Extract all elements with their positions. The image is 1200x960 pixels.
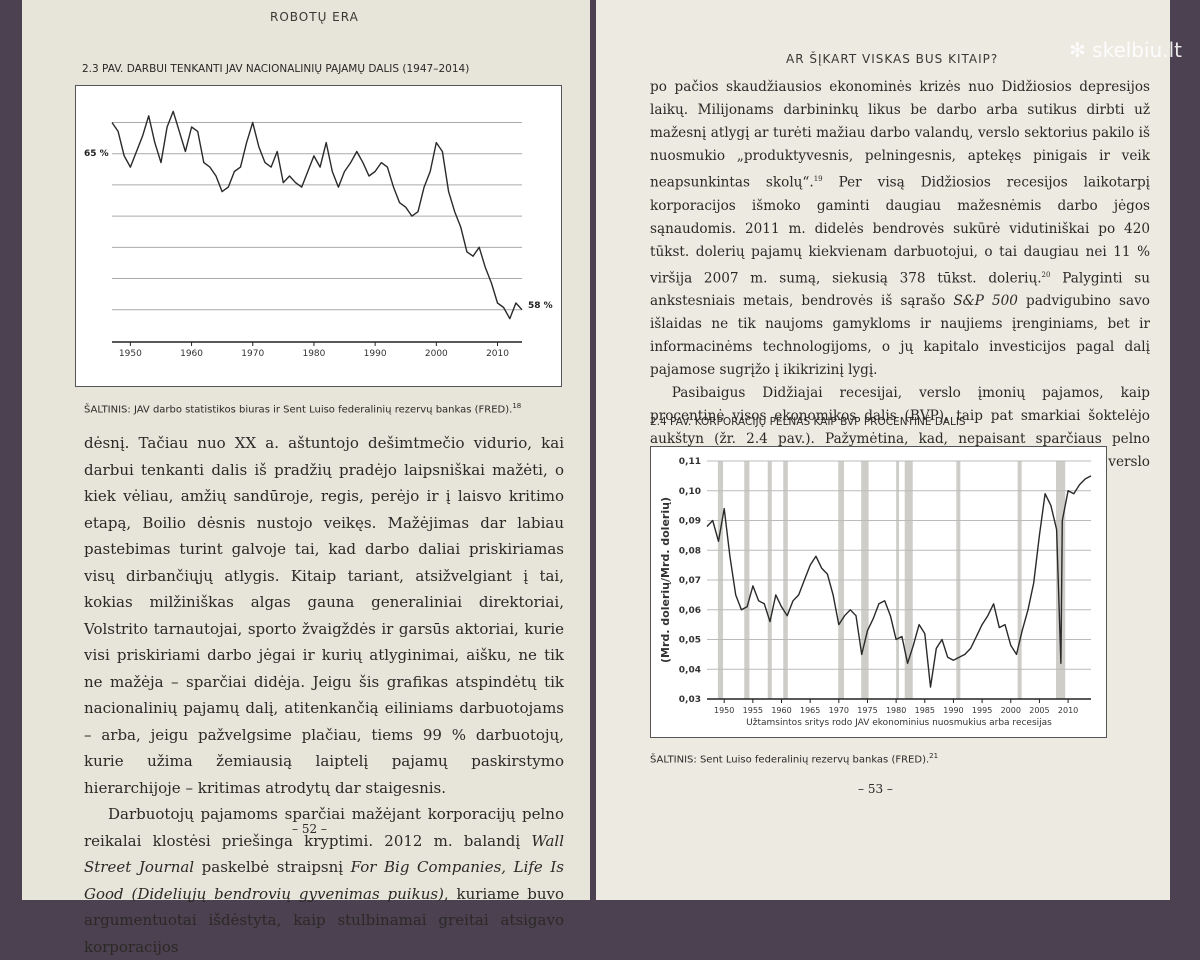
x-tick-label: 1990	[943, 706, 963, 715]
x-axis-label: Užtamsintos sritys rodo JAV ekonominius …	[746, 718, 1052, 728]
x-tick-label: 1985	[915, 706, 935, 715]
paragraph: po pačios skaudžiausios ekonominės krizė…	[650, 76, 1150, 382]
y-tick-label: 0,11	[679, 457, 701, 467]
data-line	[706, 475, 1092, 688]
figure-source: ŠALTINIS: JAV darbo statistikos biuras i…	[84, 402, 521, 415]
figure-source: ŠALTINIS: Sent Luiso federalinių rezervų…	[650, 752, 938, 765]
text: Darbuotojų pajamoms sparčiai mažėjant ko…	[84, 805, 564, 850]
x-tick-label: 1980	[886, 706, 906, 715]
x-tick-label: 2000	[425, 349, 448, 359]
footnote-ref: 19	[813, 175, 823, 183]
x-tick-label: 1955	[743, 706, 763, 715]
y-tick-label: 0,06	[679, 606, 701, 616]
italic-text: Wall Street Journal	[84, 831, 564, 877]
left-page: ROBOTŲ ERA 2.3 PAV. DARBUI TENKANTI JAV …	[22, 0, 590, 956]
footnote-ref: 21	[929, 752, 939, 760]
x-tick-label: 2010	[486, 349, 509, 359]
figure-caption: 2.3 PAV. DARBUI TENKANTI JAV NACIONALINI…	[82, 63, 470, 75]
text: dėsnį. Tačiau nuo XX a. aštuntojo dešimt…	[84, 434, 564, 797]
watermark-text: skelbiu.lt	[1092, 38, 1182, 62]
x-tick-label: 1960	[771, 706, 791, 715]
x-tick-label: 1950	[714, 706, 734, 715]
annotation: 58 %	[528, 301, 553, 311]
text: paskelbė straipsnį	[194, 858, 351, 876]
y-tick-label: 0,04	[679, 665, 701, 675]
y-tick-label: 0,05	[679, 636, 701, 646]
chart: 0,03 0,04 0,05 0,06 0,07 0,08 0,09 0,10 0,11 1950…	[650, 446, 1107, 738]
y-tick-label: 0,07	[679, 576, 701, 586]
y-tick-label: 0,03	[679, 695, 701, 705]
body-text: dėsnį. Tačiau nuo XX a. aštuntojo dešimt…	[84, 430, 564, 960]
data-line	[111, 110, 523, 320]
italic-text: S&P 500	[953, 293, 1018, 310]
chart: 1950 1960 1970 1980 1990 2000 2010 65 % 58 %	[75, 85, 562, 387]
right-page: AR ŠĮKART VISKAS BUS KITAIP? po pačios s…	[596, 0, 1170, 900]
footnote-ref: 20	[1041, 270, 1051, 279]
body-text: po pačios skaudžiausios ekonominės krizė…	[650, 76, 1150, 497]
x-tick-label: 2005	[1029, 706, 1049, 715]
text: Per visą Didžiosios recesijos laikotarpį…	[650, 174, 1150, 287]
x-tick-label: 1975	[857, 706, 877, 715]
source-text: ŠALTINIS: JAV darbo statistikos biuras i…	[84, 404, 513, 416]
x-tick-label: 1970	[241, 349, 264, 359]
paragraph: dėsnį. Tačiau nuo XX a. aštuntojo dešimt…	[84, 430, 564, 801]
source-text: ŠALTINIS: Sent Luiso federalinių rezervų…	[650, 754, 930, 766]
x-tick-label: 1960	[180, 349, 203, 359]
running-head: ROBOTŲ ERA	[270, 10, 359, 24]
x-tick-label: 2010	[1058, 706, 1078, 715]
annotation: 65 %	[84, 149, 109, 159]
x-tick-label: 1970	[829, 706, 849, 715]
y-axis-label: (Mrd. dolerių/Mrd. dolerių)	[659, 497, 672, 663]
running-head: AR ŠĮKART VISKAS BUS KITAIP?	[786, 52, 999, 66]
x-tick-label: 1950	[119, 349, 142, 359]
footnote-ref: 18	[512, 402, 522, 410]
y-tick-label: 0,10	[679, 487, 701, 497]
x-tick-label: 1980	[302, 349, 325, 359]
x-tick-label: 1995	[972, 706, 992, 715]
x-tick-label: 1990	[364, 349, 387, 359]
figure-caption: 2.4 PAV. KORPORACIJŲ PELNAS KAIP BVP PRO…	[650, 416, 966, 428]
book-photo: ROBOTŲ ERA 2.3 PAV. DARBUI TENKANTI JAV …	[22, 0, 1182, 956]
text: po pačios skaudžiausios ekonominės krizė…	[650, 79, 1150, 191]
italic-text: For Big Companies, Life Is Good (Didelių…	[84, 858, 564, 903]
x-tick-label: 1965	[800, 706, 820, 715]
text: Palyginti su ankstesniais metais, bendro…	[650, 270, 1150, 310]
page-number: – 53 –	[858, 782, 893, 796]
y-tick-label: 0,08	[679, 546, 701, 556]
page-number: – 52 –	[292, 822, 327, 836]
watermark: ✻ skelbiu.lt	[1069, 38, 1182, 62]
text: padvigubino savo išlaidas ne tik naujoms…	[650, 293, 1150, 379]
x-tick-label: 2000	[1001, 706, 1021, 715]
y-tick-label: 0,09	[679, 517, 701, 527]
